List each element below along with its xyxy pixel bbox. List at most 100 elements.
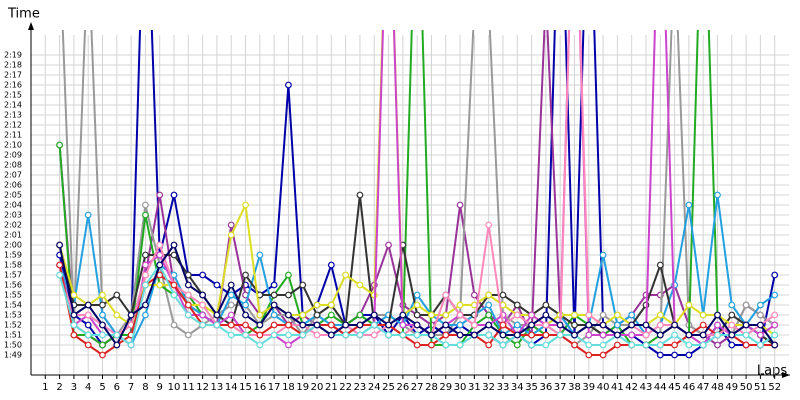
data-point [227,281,235,289]
x-tick-label: 7 [128,382,134,393]
data-point [270,281,278,289]
data-point [585,321,593,329]
data-point [299,321,307,329]
x-tick-label: 37 [554,382,567,393]
data-point [714,191,721,199]
x-tick-label: 13 [211,382,224,393]
data-point [742,341,750,349]
data-point [571,311,578,319]
x-tick-label: 30 [454,382,467,393]
data-point [671,341,678,349]
data-point [227,321,235,329]
data-point [442,331,450,339]
data-point [184,301,192,309]
data-point [156,261,164,269]
data-point [671,331,678,339]
data-point [142,201,149,209]
y-tick-label: 1:51 [4,331,22,340]
data-point [771,291,779,299]
data-point [571,321,578,329]
x-tick-label: 14 [225,382,238,393]
data-point [699,331,707,339]
data-point [571,331,578,339]
data-point [456,341,464,349]
data-point [742,301,750,309]
data-point [613,311,621,319]
x-tick-label: 42 [625,382,638,393]
data-point [170,291,178,299]
data-point [728,331,736,339]
x-tick-label: 23 [354,382,367,393]
y-tick-label: 2:15 [4,91,22,100]
data-point [699,321,707,329]
data-point [470,291,478,299]
data-point [728,321,736,329]
data-point [613,331,621,339]
data-point [84,331,92,339]
data-point [413,321,421,329]
data-point [199,321,207,329]
data-point [714,321,721,329]
data-point [599,331,607,339]
data-point [285,311,292,319]
data-point [142,211,149,219]
data-point [56,261,64,269]
data-point [456,201,464,209]
data-point [556,331,564,339]
y-tick-label: 2:18 [4,61,22,70]
x-tick-label: 28 [425,382,438,393]
data-point [599,311,607,319]
data-point [242,311,249,319]
data-point [113,331,121,339]
x-tick-label: 44 [654,382,667,393]
data-point [499,331,507,339]
data-point [685,341,693,349]
data-point [270,301,278,309]
data-point [528,311,535,319]
x-tick-label: 39 [582,382,595,393]
y-tick-label: 2:10 [4,141,22,150]
data-point [356,191,364,199]
data-point [642,341,650,349]
data-point [113,291,121,299]
data-point [227,221,235,229]
data-point [370,331,378,339]
x-tick-label: 29 [439,382,452,393]
data-point [385,321,392,329]
data-point [470,321,478,329]
data-point [99,331,106,339]
data-point [156,191,164,199]
data-point [70,291,78,299]
y-tick-label: 2:14 [4,101,22,110]
plot-area [56,30,779,359]
data-point [456,301,464,309]
data-point [613,341,621,349]
x-tick-label: 4 [85,382,91,393]
data-point [184,331,192,339]
data-point [113,341,121,349]
data-point [499,291,507,299]
data-point [142,311,149,319]
data-point [299,281,307,289]
data-point [270,311,278,319]
data-point [170,321,178,329]
data-point [628,341,636,349]
data-point [599,251,607,259]
y-axis-arrow [28,22,34,30]
data-point [184,281,192,289]
data-point [127,341,135,349]
data-point [671,351,678,359]
data-point [285,321,292,329]
data-point [585,311,593,319]
data-point [213,311,221,319]
data-point [642,331,650,339]
x-tick-label: 19 [296,382,309,393]
data-point [156,281,164,289]
data-point [771,331,779,339]
data-point [184,311,192,319]
x-tick-label: 25 [382,382,395,393]
data-point [756,341,764,349]
data-point [771,341,779,349]
data-point [513,331,521,339]
